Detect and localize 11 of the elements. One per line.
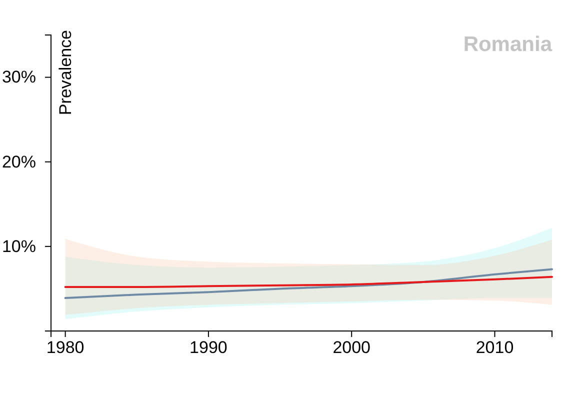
- line-series: [64, 268, 553, 300]
- x-tick-label: 1980: [46, 338, 84, 358]
- chart-title: Romania: [463, 33, 552, 56]
- line-series: [64, 276, 553, 288]
- x-tick-label: 2000: [332, 338, 371, 358]
- y-tick-label: 20%: [2, 152, 36, 172]
- y-tick-label: 30%: [2, 68, 36, 87]
- x-tick-label: 1990: [190, 338, 228, 358]
- y-tick-label: 10%: [2, 236, 36, 256]
- y-axis-title: Prevalence: [56, 30, 75, 116]
- x-tick-label: 2010: [476, 338, 514, 358]
